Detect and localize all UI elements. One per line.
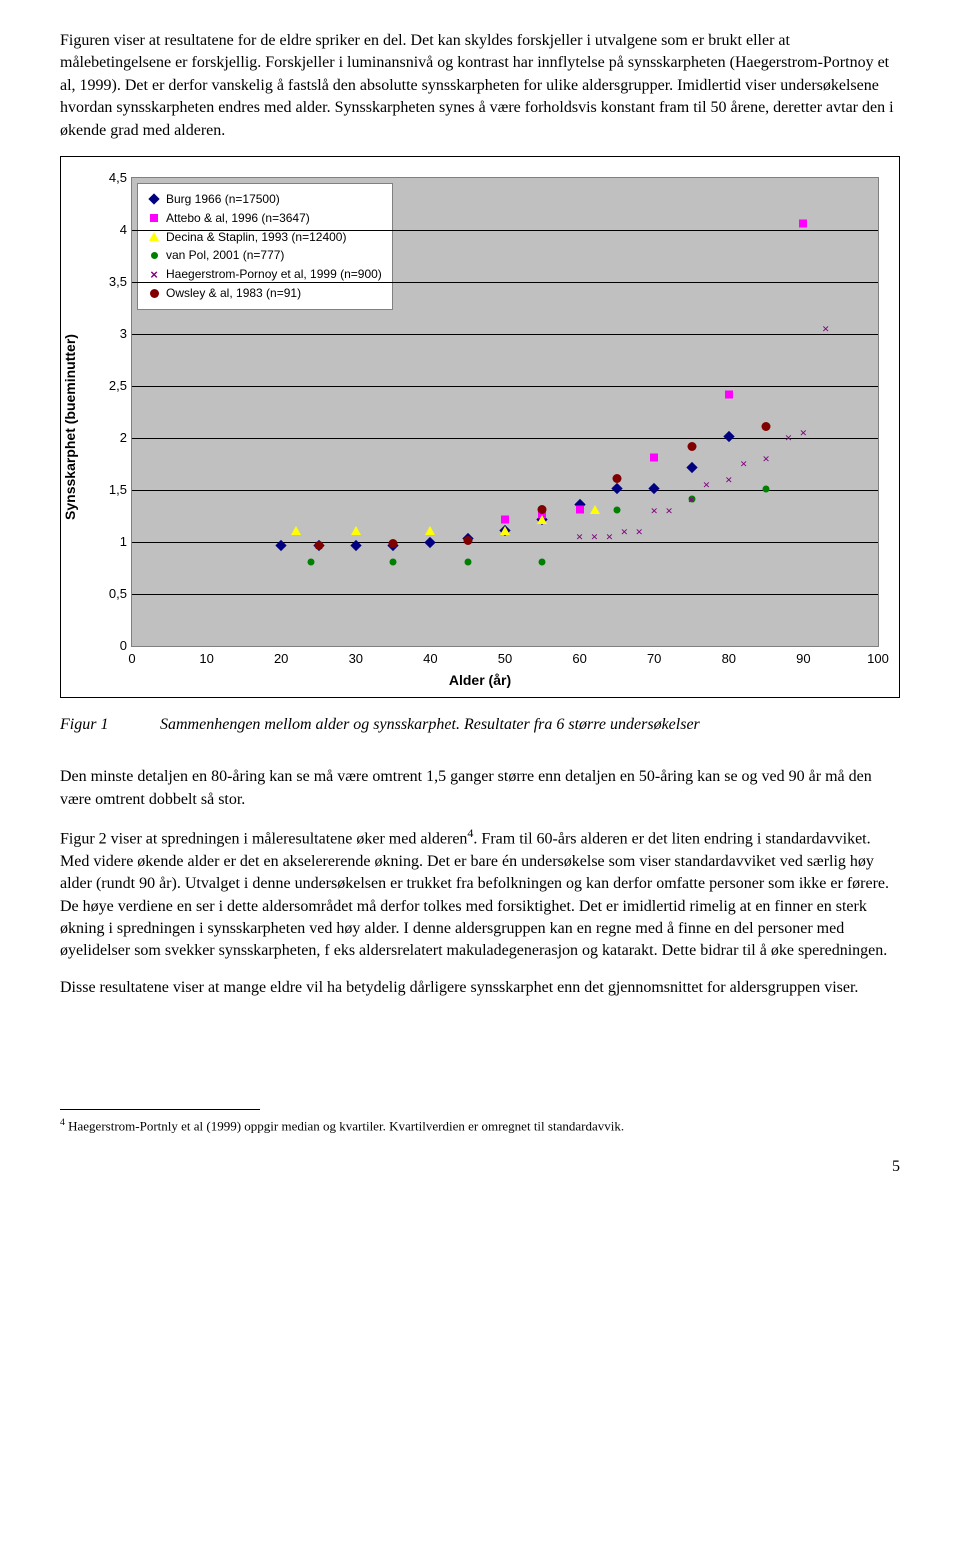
figure-1-chart: Synsskarphet (bueminutter) Alder (år) Bu… <box>60 156 900 698</box>
figure-caption-text: Sammenhengen mellom alder og synsskarphe… <box>160 714 700 736</box>
paragraph-2: Den minste detaljen en 80-åring kan se m… <box>60 766 900 811</box>
data-point <box>725 391 733 402</box>
data-point <box>613 484 621 495</box>
data-point <box>352 542 360 553</box>
data-point: × <box>665 504 672 518</box>
data-point <box>576 505 584 516</box>
legend-item: van Pol, 2001 (n=777) <box>148 246 382 265</box>
data-point: × <box>621 525 628 539</box>
data-point: × <box>606 530 613 544</box>
data-point <box>537 515 547 527</box>
page-number: 5 <box>60 1156 900 1178</box>
legend-item: Burg 1966 (n=17500) <box>148 190 382 209</box>
data-point <box>688 464 696 475</box>
data-point <box>314 541 323 553</box>
data-point <box>650 453 658 464</box>
data-point <box>390 557 397 568</box>
data-point <box>464 557 471 568</box>
footnote: 4 Haegerstrom-Portnly et al (1999) oppgi… <box>60 1116 900 1136</box>
data-point <box>763 484 770 495</box>
data-point <box>425 526 435 538</box>
data-point <box>308 557 315 568</box>
data-point: × <box>762 452 769 466</box>
data-point <box>426 539 434 550</box>
data-point: × <box>576 530 583 544</box>
data-point: × <box>636 525 643 539</box>
data-point: × <box>725 473 732 487</box>
data-point <box>538 505 547 517</box>
legend-item: Attebo & al, 1996 (n=3647) <box>148 209 382 228</box>
data-point <box>291 526 301 538</box>
data-point: × <box>650 504 657 518</box>
data-point: × <box>703 478 710 492</box>
paragraph-4: Disse resultatene viser at mange eldre v… <box>60 977 900 999</box>
data-point <box>590 505 600 517</box>
data-point: × <box>822 322 829 336</box>
y-axis-label: Synsskarphet (bueminutter) <box>61 334 81 520</box>
data-point <box>799 219 807 230</box>
figure-caption: Figur 1 Sammenhengen mellom alder og syn… <box>60 714 900 736</box>
data-point <box>687 442 696 454</box>
footnote-separator <box>60 1109 260 1110</box>
data-point <box>500 526 510 538</box>
data-point <box>650 484 658 495</box>
data-point: × <box>800 426 807 440</box>
data-point <box>762 422 771 434</box>
data-point <box>351 526 361 538</box>
data-point: × <box>785 431 792 445</box>
data-point: × <box>591 530 598 544</box>
figure-label: Figur 1 <box>60 714 130 736</box>
intro-paragraph: Figuren viser at resultatene for de eldr… <box>60 30 900 142</box>
chart-legend: Burg 1966 (n=17500)Attebo & al, 1996 (n=… <box>137 183 393 310</box>
data-point <box>389 539 398 551</box>
x-axis-label: Alder (år) <box>449 671 511 691</box>
paragraph-3: Figur 2 viser at spredningen i måleresul… <box>60 825 900 963</box>
data-point: × <box>688 493 695 507</box>
data-point <box>612 474 621 486</box>
data-point <box>539 557 546 568</box>
legend-item: Owsley & al, 1983 (n=91) <box>148 284 382 303</box>
data-point <box>613 505 620 516</box>
data-point <box>463 536 472 548</box>
plot-area: Burg 1966 (n=17500)Attebo & al, 1996 (n=… <box>131 177 879 647</box>
data-point: × <box>740 457 747 471</box>
data-point <box>725 432 733 443</box>
data-point <box>277 542 285 553</box>
